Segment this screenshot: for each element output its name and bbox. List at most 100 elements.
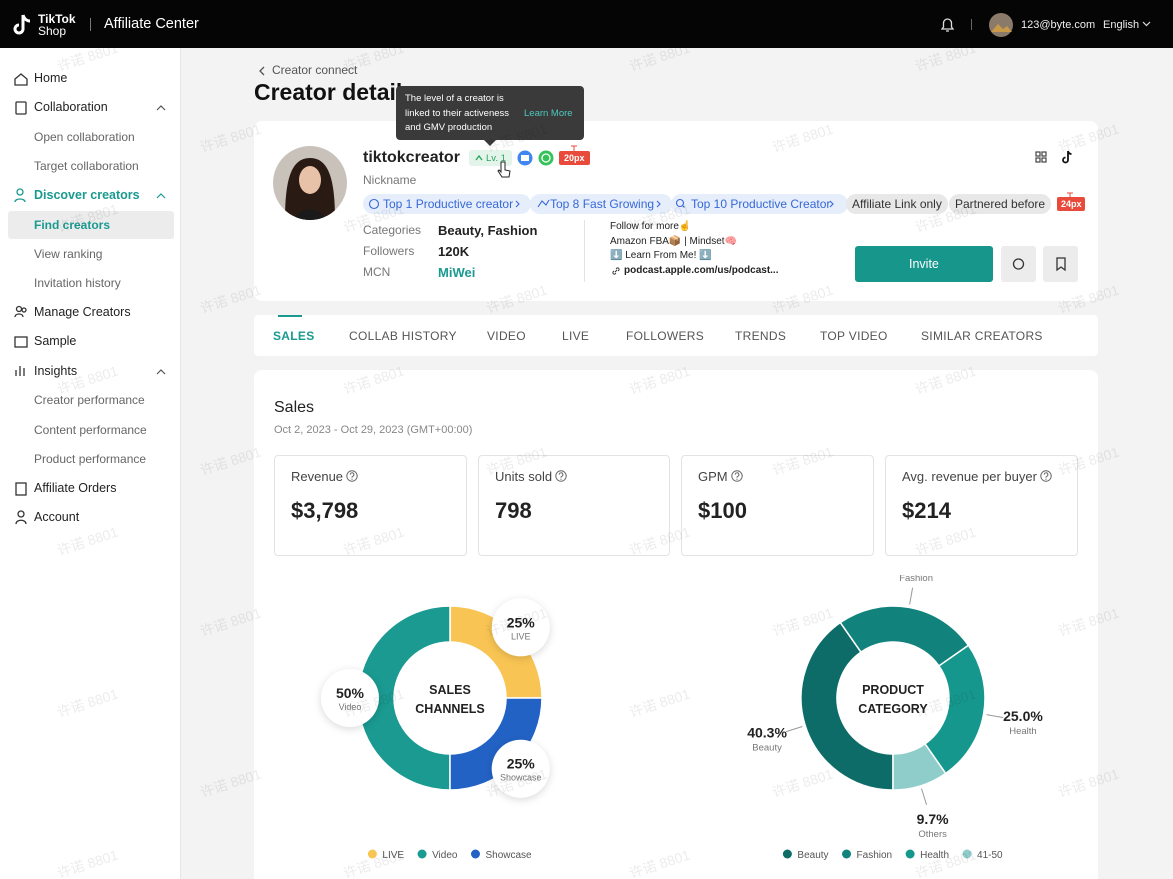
section-title: Sales bbox=[274, 399, 315, 416]
stat-label: MCN bbox=[363, 265, 391, 279]
tooltip-text: and GMV production bbox=[405, 122, 493, 133]
annotation-tag bbox=[559, 151, 590, 165]
tab-indicator bbox=[278, 315, 302, 317]
help-icon[interactable] bbox=[346, 470, 358, 482]
center-label: CATEGORY bbox=[858, 702, 928, 716]
date-range: Oct 2, 2023 - Oct 29, 2023 (GMT+00:00) bbox=[274, 424, 473, 436]
invite-label[interactable]: Invite bbox=[909, 257, 939, 271]
sidebar bbox=[0, 48, 181, 879]
legend: LIVE Video Showcase bbox=[367, 849, 532, 861]
rank-tag[interactable]: Top 1 Productive creator bbox=[363, 194, 532, 214]
metric-label: Units sold bbox=[495, 469, 553, 484]
sidebar-chevrons bbox=[156, 105, 166, 375]
contact-icons[interactable] bbox=[517, 150, 557, 166]
nav-subitem[interactable]: Open collaboration bbox=[34, 130, 135, 144]
share-icons[interactable] bbox=[1035, 150, 1077, 164]
sample-icon bbox=[14, 336, 28, 348]
value-label: 25.0% bbox=[1003, 708, 1043, 724]
slice bbox=[924, 644, 986, 775]
account-email[interactable]: 123@byte.com bbox=[1021, 19, 1096, 31]
nav-item[interactable]: Collaboration bbox=[34, 100, 108, 114]
nickname: Nickname bbox=[363, 173, 417, 187]
tab[interactable]: SIMILAR CREATORS bbox=[921, 329, 1043, 343]
tooltip bbox=[396, 86, 584, 140]
nav-subitem[interactable]: Target collaboration bbox=[34, 159, 139, 173]
leader-line bbox=[909, 587, 914, 605]
nav-item[interactable]: Home bbox=[34, 71, 68, 85]
nav-subitem[interactable]: Find creators bbox=[34, 218, 111, 232]
annotation: 24px bbox=[1061, 199, 1082, 209]
nav-subitem[interactable]: Product performance bbox=[34, 452, 147, 466]
help-icon[interactable] bbox=[1040, 470, 1052, 482]
nav-subitem[interactable]: Content performance bbox=[34, 423, 147, 437]
legend-label: Fashion bbox=[857, 850, 893, 861]
tab[interactable]: FOLLOWERS bbox=[626, 329, 705, 343]
charts: SALESCHANNELS25%LIVE50%Video25%ShowcaseL… bbox=[321, 575, 1043, 861]
nav-item[interactable]: Manage Creators bbox=[34, 305, 131, 319]
tab[interactable]: TOP VIDEO bbox=[820, 329, 888, 343]
annotation: 20px bbox=[564, 153, 585, 163]
language[interactable]: English bbox=[1103, 19, 1140, 31]
status-tag: Partnered before bbox=[949, 194, 1052, 214]
slice-label: Health bbox=[1009, 726, 1036, 737]
tab[interactable]: SALES bbox=[273, 329, 315, 343]
tabs-bar bbox=[254, 315, 1098, 356]
rank-tag[interactable]: Top 8 Fast Growing bbox=[530, 194, 673, 214]
sidebar-icons bbox=[14, 73, 28, 525]
metric-value: $3,798 bbox=[291, 498, 359, 523]
cursor bbox=[497, 161, 511, 178]
avatar[interactable] bbox=[988, 12, 1014, 38]
legend-swatch bbox=[905, 849, 915, 859]
leader-line bbox=[921, 788, 928, 805]
leader-line bbox=[786, 726, 803, 733]
tab[interactable]: VIDEO bbox=[487, 329, 526, 343]
legend-swatch bbox=[782, 849, 792, 859]
center-label: PRODUCT bbox=[862, 683, 924, 697]
tooltip-link[interactable]: Learn More bbox=[524, 108, 573, 119]
nav-item[interactable]: Affiliate Orders bbox=[34, 481, 117, 495]
nav-subitem[interactable]: Invitation history bbox=[34, 276, 121, 290]
bell-icon[interactable] bbox=[940, 16, 955, 33]
tab[interactable]: LIVE bbox=[562, 329, 590, 343]
stat-value[interactable]: MiWei bbox=[438, 265, 476, 280]
legend-label: Health bbox=[920, 850, 949, 861]
nav-subitem[interactable]: View ranking bbox=[34, 247, 103, 261]
tab[interactable]: COLLAB HISTORY bbox=[349, 329, 457, 343]
label-bubble bbox=[491, 598, 550, 657]
collab-icon bbox=[15, 101, 27, 115]
orders-icon bbox=[15, 482, 27, 496]
stat-label: Followers bbox=[363, 244, 415, 258]
nav-item[interactable]: Discover creators bbox=[34, 188, 140, 202]
rank-tag[interactable]: Top 10 Productive Creator bbox=[671, 194, 849, 214]
message-button[interactable] bbox=[1001, 246, 1036, 282]
nav-item[interactable]: Sample bbox=[34, 334, 77, 348]
legend-swatch bbox=[417, 849, 427, 859]
nav-item[interactable]: Account bbox=[34, 510, 80, 524]
value-label: 50% bbox=[336, 685, 365, 701]
tooltip-text: The level of a creator is bbox=[405, 93, 504, 104]
app-name: Affiliate Center bbox=[104, 16, 199, 32]
level-text[interactable]: Lv. 1 bbox=[486, 153, 506, 164]
legend-label: Video bbox=[432, 850, 458, 861]
label-bubble bbox=[321, 669, 379, 727]
help-icon[interactable] bbox=[555, 470, 567, 482]
legend-swatch bbox=[842, 849, 852, 859]
logo-text: Shop bbox=[38, 24, 67, 38]
help-icon[interactable] bbox=[731, 470, 743, 482]
tab[interactable]: TRENDS bbox=[735, 329, 787, 343]
slice-label: Others bbox=[918, 829, 947, 840]
bio-link[interactable]: podcast.apple.com/us/podcast... bbox=[624, 265, 779, 276]
page-title: Creator detail bbox=[254, 79, 403, 105]
divider bbox=[971, 19, 972, 30]
metric-label: GPM bbox=[698, 469, 728, 484]
value-label: 25% bbox=[507, 614, 536, 630]
slice-label: Showcase bbox=[500, 773, 542, 783]
save-button[interactable] bbox=[1043, 246, 1078, 282]
invite-button[interactable] bbox=[855, 246, 993, 282]
nav-item[interactable]: Insights bbox=[34, 364, 78, 378]
nav-subitem[interactable]: Creator performance bbox=[34, 393, 145, 407]
back-icon[interactable] bbox=[258, 66, 266, 76]
breadcrumb[interactable]: Creator connect bbox=[272, 63, 358, 77]
